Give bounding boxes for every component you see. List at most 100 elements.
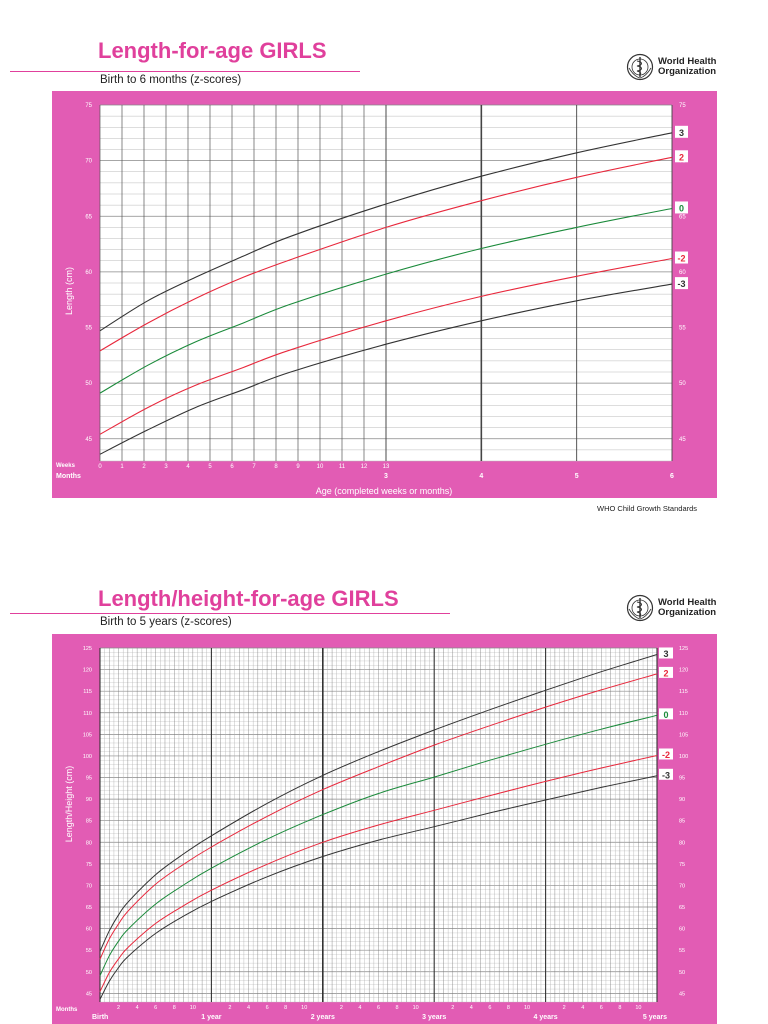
y-tick-label-left: 65 xyxy=(85,214,92,220)
month-tick-label: 3 xyxy=(384,473,388,480)
y-tick-label-right: 75 xyxy=(679,862,685,868)
z-score-curve--2 xyxy=(99,257,673,435)
y-tick-label-left: 60 xyxy=(86,927,92,933)
y-tick-label-right: 65 xyxy=(679,905,685,911)
z-score-label-box xyxy=(659,647,673,659)
week-tick-label: 8 xyxy=(274,464,278,470)
z-score-label: 2 xyxy=(663,668,668,678)
z-score-label: -3 xyxy=(677,279,685,289)
chart1-x-axis-label: Age (completed weeks or months) xyxy=(316,486,453,496)
z-score-curve--3 xyxy=(99,775,658,1000)
y-tick-label-left: 110 xyxy=(83,711,92,717)
chart2-title: Length/height-for-age GIRLS xyxy=(98,586,399,611)
month-tick-label: 10 xyxy=(413,1005,419,1011)
month-tick-label: 4 xyxy=(136,1005,139,1011)
month-tick-label: 8 xyxy=(618,1005,621,1011)
month-tick-label: 6 xyxy=(377,1005,380,1011)
y-tick-label-left: 75 xyxy=(85,103,92,109)
y-tick-label-right: 125 xyxy=(679,646,688,652)
month-tick-label: 6 xyxy=(670,473,674,480)
who-name-line1: World Health xyxy=(658,597,717,608)
y-tick-label-right: 100 xyxy=(679,754,688,760)
who-name-line1: World Health xyxy=(658,56,717,67)
z-score-curve-0 xyxy=(99,714,658,976)
y-tick-label-left: 105 xyxy=(83,732,92,738)
week-tick-label: 4 xyxy=(186,464,190,470)
month-tick-label: 10 xyxy=(190,1005,196,1011)
chart2-months-label: Months xyxy=(56,1007,78,1013)
y-tick-label-left: 55 xyxy=(85,326,92,332)
chart1-plot: Length (cm) Age (completed weeks or mont… xyxy=(56,103,688,496)
z-score-curve-0 xyxy=(99,207,673,394)
chart1-footer: WHO Child Growth Standards xyxy=(597,504,698,513)
chart1-weeks-label: Weeks xyxy=(56,463,76,469)
z-score-label: -3 xyxy=(662,770,670,780)
month-tick-label: 8 xyxy=(173,1005,176,1011)
month-tick-label: 6 xyxy=(600,1005,603,1011)
y-tick-label-left: 125 xyxy=(83,646,92,652)
y-tick-label-left: 55 xyxy=(86,948,92,954)
y-tick-label-right: 95 xyxy=(679,776,685,782)
z-score-label: -2 xyxy=(662,750,670,760)
y-tick-label-right: 85 xyxy=(679,819,685,825)
z-score-label-box xyxy=(659,748,673,760)
who-name-line2: Organization xyxy=(658,66,717,77)
month-tick-label: 2 xyxy=(340,1005,343,1011)
y-tick-label-left: 115 xyxy=(83,689,92,695)
week-tick-label: 7 xyxy=(252,464,256,470)
month-tick-label: 2 xyxy=(451,1005,454,1011)
week-tick-label: 10 xyxy=(317,464,324,470)
month-tick-label: 8 xyxy=(396,1005,399,1011)
y-tick-label-right: 110 xyxy=(679,711,688,717)
z-score-label: 2 xyxy=(679,152,684,162)
y-tick-label-left: 45 xyxy=(85,437,92,443)
y-tick-label-right: 105 xyxy=(679,732,688,738)
y-tick-label-right: 60 xyxy=(679,270,686,276)
y-tick-label-left: 70 xyxy=(86,883,92,889)
who-logo-2: World Health Organization xyxy=(626,594,716,622)
chart1-title-rule xyxy=(10,71,360,72)
z-score-label: 0 xyxy=(663,710,668,720)
z-score-label-box xyxy=(675,251,688,264)
week-tick-label: 0 xyxy=(98,464,102,470)
y-tick-label-left: 85 xyxy=(86,819,92,825)
month-tick-label: 5 xyxy=(575,473,579,480)
month-tick-label: 4 xyxy=(358,1005,361,1011)
y-tick-label-right: 60 xyxy=(679,927,685,933)
y-tick-label-left: 60 xyxy=(85,270,92,276)
y-tick-label-left: 120 xyxy=(83,668,92,674)
month-tick-label: 6 xyxy=(488,1005,491,1011)
week-tick-label: 1 xyxy=(120,464,124,470)
month-tick-label: 2 xyxy=(117,1005,120,1011)
y-tick-label-left: 100 xyxy=(83,754,92,760)
y-tick-label-right: 120 xyxy=(679,668,688,674)
year-label: 1 year xyxy=(201,1014,222,1021)
z-score-curve-3 xyxy=(99,132,673,332)
chart1-panel: Length (cm) Age (completed weeks or mont… xyxy=(52,91,717,498)
z-score-label: -2 xyxy=(677,254,685,264)
month-tick-label: 6 xyxy=(154,1005,157,1011)
year-label: 3 years xyxy=(422,1014,446,1021)
y-tick-label-right: 90 xyxy=(679,797,685,803)
z-score-curve--2 xyxy=(99,755,658,992)
chart2-title-rule xyxy=(10,613,450,614)
z-score-curve-2 xyxy=(99,673,658,960)
y-tick-label-right: 45 xyxy=(679,437,686,443)
y-tick-label-left: 50 xyxy=(86,970,92,976)
who-emblem-icon xyxy=(626,53,654,81)
month-tick-label: 4 xyxy=(247,1005,250,1011)
y-tick-label-left: 45 xyxy=(86,991,92,997)
month-tick-label: 2 xyxy=(228,1005,231,1011)
z-score-label-box xyxy=(675,125,688,138)
week-tick-label: 12 xyxy=(361,464,368,470)
chart2-subtitle: Birth to 5 years (z-scores) xyxy=(100,616,232,628)
month-tick-label: 10 xyxy=(524,1005,530,1011)
z-score-curve--3 xyxy=(99,283,673,455)
chart2-panel: Length/Height (cm) Months 2 4 6 8 10 2 4 6 8 10 2 4… xyxy=(52,634,717,1024)
week-tick-label: 5 xyxy=(208,464,212,470)
z-score-curve-3 xyxy=(99,654,658,952)
y-tick-label-left: 70 xyxy=(85,159,92,165)
week-tick-label: 3 xyxy=(164,464,168,470)
y-tick-label-left: 50 xyxy=(85,381,92,387)
z-score-label: 3 xyxy=(663,649,668,659)
